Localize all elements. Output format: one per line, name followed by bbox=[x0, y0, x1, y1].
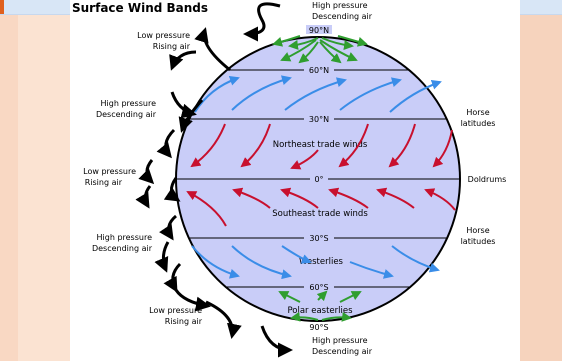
north-westerlies-arrows bbox=[194, 75, 442, 113]
lat-90n-label: 90°N bbox=[309, 26, 329, 35]
south-polar-arrows bbox=[278, 290, 362, 322]
wind-arrow bbox=[298, 41, 319, 64]
left-border bbox=[0, 15, 18, 361]
left-label-3-line1: Low pressure bbox=[83, 167, 136, 176]
lat-30n-label: 30°N bbox=[309, 115, 329, 124]
circulation-arrow bbox=[170, 91, 197, 119]
wind-arrow bbox=[281, 245, 312, 264]
wind-arrow bbox=[232, 187, 271, 209]
wind-arrow bbox=[319, 41, 342, 64]
wind-arrow bbox=[339, 291, 362, 303]
wind-arrow bbox=[316, 290, 328, 302]
bottom-label-line1: High pressure bbox=[312, 336, 368, 345]
wind-arrow bbox=[272, 35, 301, 47]
circulation-arrow bbox=[178, 99, 204, 133]
right-label-2: Doldrums bbox=[468, 175, 507, 184]
se-trade-arrows bbox=[186, 187, 456, 227]
left-label-1-line1: Low pressure bbox=[137, 31, 190, 40]
lat-60s-label: 60°S bbox=[309, 283, 328, 292]
left-label-5-line2: Rising air bbox=[165, 317, 203, 326]
lat-30s-label: 30°S bbox=[309, 234, 328, 243]
circulation-arrow bbox=[138, 159, 155, 185]
wind-arrow bbox=[391, 245, 440, 273]
se-trade-winds-label: Southeast trade winds bbox=[272, 209, 368, 219]
left-label-2-line1: High pressure bbox=[101, 99, 157, 108]
diagram-title: Surface Wind Bands bbox=[72, 1, 208, 15]
circulation-arrow bbox=[194, 27, 231, 72]
wind-arrow bbox=[231, 75, 292, 111]
polar-easterlies-label: Polar easterlies bbox=[287, 306, 353, 316]
wind-arrow bbox=[186, 191, 227, 227]
circulation-arrow bbox=[174, 289, 211, 312]
circulation-arrow bbox=[163, 177, 181, 202]
wind-arrow bbox=[288, 37, 319, 50]
circulation-arrow bbox=[260, 325, 293, 358]
south-westerlies-arrows bbox=[191, 245, 440, 280]
ne-trade-winds-label: Northeast trade winds bbox=[273, 140, 368, 150]
wind-arrow bbox=[328, 187, 369, 209]
right-label-1-line2: latitudes bbox=[461, 119, 496, 128]
left-label-5-line1: Low pressure bbox=[149, 306, 202, 315]
lat-90s-label: 90°S bbox=[309, 323, 328, 332]
circulation-arrow bbox=[154, 241, 170, 273]
lat-0-label: 0° bbox=[314, 175, 323, 184]
left-label-4-line1: High pressure bbox=[97, 233, 153, 242]
wind-arrow bbox=[339, 77, 402, 111]
wind-arrow bbox=[432, 129, 453, 168]
left-label-4-line2: Descending air bbox=[92, 244, 153, 253]
top-label-line1: High pressure bbox=[312, 1, 368, 10]
left-label-1-line2: Rising air bbox=[153, 42, 191, 51]
right-label-3-line1: Horse bbox=[466, 226, 489, 235]
wind-arrow bbox=[321, 37, 354, 50]
wind-arrow bbox=[338, 123, 369, 168]
circulation-arrow bbox=[205, 300, 242, 339]
north-polar-arrows bbox=[272, 35, 368, 64]
circulation-arrow bbox=[243, 2, 281, 42]
circulation-arrow bbox=[156, 128, 176, 159]
wind-arrow bbox=[194, 75, 240, 113]
wind-arrow bbox=[290, 149, 319, 170]
wind-arrow bbox=[280, 39, 317, 62]
bottom-label-line2: Descending air bbox=[312, 347, 373, 356]
circulation-arrow bbox=[135, 185, 152, 209]
wind-arrow bbox=[349, 261, 394, 279]
right-border bbox=[520, 15, 562, 361]
left-label-3-line2: Rising air bbox=[85, 178, 123, 187]
wind-arrow bbox=[240, 123, 271, 168]
wind-arrow bbox=[284, 77, 347, 111]
right-label-3-line2: latitudes bbox=[461, 237, 496, 246]
right-label-1-line1: Horse bbox=[466, 108, 489, 117]
circulation-arrow bbox=[159, 214, 178, 241]
wind-arrow bbox=[319, 39, 358, 62]
circulation-arrow bbox=[163, 262, 182, 293]
wind-arrow bbox=[424, 188, 456, 211]
wind-arrow bbox=[388, 123, 416, 168]
wind-arrow bbox=[290, 311, 319, 322]
top-label-line2: Descending air bbox=[312, 12, 373, 21]
circulation-arrow bbox=[169, 50, 197, 71]
lat-60n-label: 60°N bbox=[309, 66, 329, 75]
wind-arrow bbox=[376, 187, 415, 209]
corner-accent bbox=[0, 0, 4, 14]
ne-trade-arrows bbox=[190, 123, 453, 170]
left-circulation-arrows bbox=[135, 2, 293, 358]
wind-arrow bbox=[231, 245, 292, 280]
wind-arrow bbox=[191, 245, 240, 279]
wind-arrow bbox=[321, 311, 352, 322]
westerlies-label: Westerlies bbox=[299, 257, 344, 267]
wind-arrow bbox=[280, 187, 319, 209]
left-label-2-line2: Descending air bbox=[96, 110, 157, 119]
wind-arrow bbox=[278, 291, 301, 303]
wind-arrow bbox=[337, 35, 368, 47]
wind-arrow bbox=[389, 79, 442, 113]
wind-arrow bbox=[190, 123, 226, 168]
